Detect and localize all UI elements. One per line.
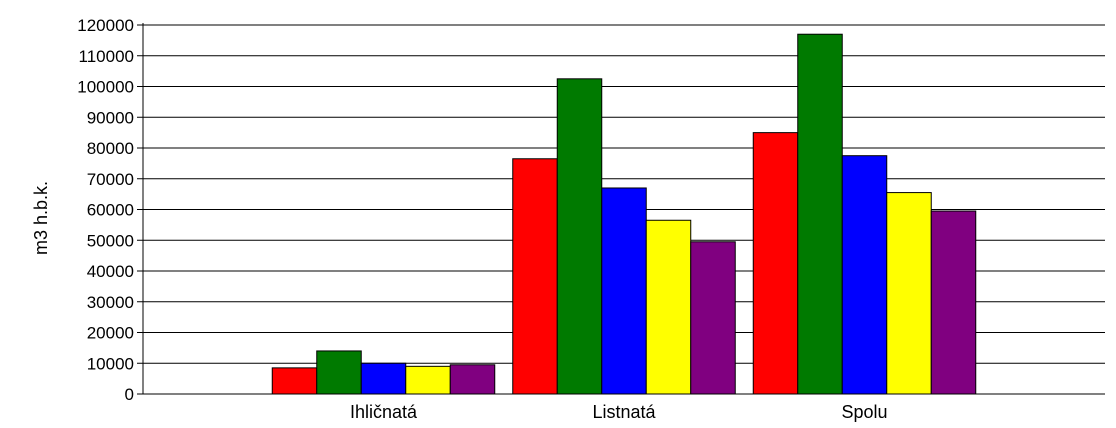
y-tick-label: 120000 — [77, 16, 134, 35]
x-axis-ticks: Ihličnatá Listnatá Spolu — [350, 402, 888, 422]
y-axis-ticks: 0 10000 20000 30000 40000 50000 60000 70000 8000… — [77, 16, 143, 404]
bar — [449, 364, 496, 395]
bar — [512, 158, 558, 395]
bar — [645, 219, 692, 395]
x-tick-label: Spolu — [841, 402, 887, 422]
bar — [556, 78, 603, 395]
y-axis-label: m3 h.b.k. — [31, 181, 51, 255]
y-tick-label: 90000 — [87, 108, 134, 127]
bar — [405, 365, 451, 395]
y-tick-label: 70000 — [87, 170, 134, 189]
bar — [360, 362, 407, 395]
bar — [690, 241, 736, 395]
bar — [841, 155, 888, 395]
bar — [930, 210, 977, 395]
bar — [797, 33, 843, 395]
y-tick-label: 100000 — [77, 78, 134, 97]
axes — [142, 23, 1105, 395]
y-tick-label: 40000 — [87, 262, 134, 281]
y-tick-label: 80000 — [87, 139, 134, 158]
y-tick-label: 60000 — [87, 201, 134, 220]
y-tick-label: 10000 — [87, 354, 134, 373]
x-tick-label: Ihličnatá — [350, 402, 418, 422]
bar — [271, 367, 318, 395]
y-tick-label: 110000 — [79, 47, 134, 66]
bar — [886, 192, 932, 395]
y-tick-label: 30000 — [87, 293, 134, 312]
y-tick-label: 0 — [125, 385, 134, 404]
bars — [271, 33, 977, 395]
x-tick-label: Listnatá — [592, 402, 656, 422]
y-tick-label: 50000 — [87, 231, 134, 250]
bar — [316, 350, 362, 395]
bar — [601, 187, 647, 395]
y-tick-label: 20000 — [87, 324, 134, 343]
bar — [752, 132, 799, 395]
